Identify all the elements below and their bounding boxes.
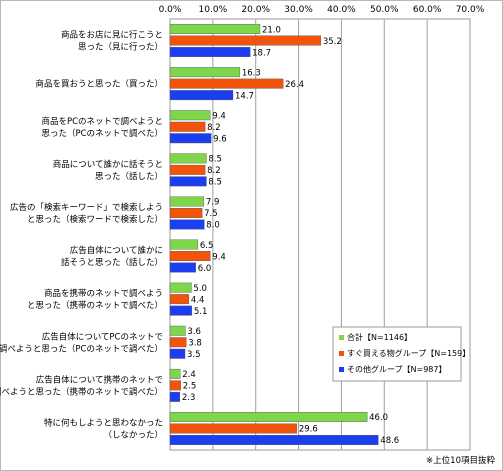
- bar: [169, 239, 199, 250]
- bar: [169, 294, 190, 305]
- legend-label-quick: すぐ買える物グループ【N=159】: [347, 348, 470, 358]
- bar: [169, 24, 261, 34]
- x-tick-label: 60.0%: [413, 5, 442, 15]
- legend: 合計【N=1146】 すぐ買える物グループ【N=159】 その他グループ【N=9…: [332, 326, 470, 382]
- data-label: 5.0: [193, 284, 207, 294]
- bar: [169, 325, 186, 336]
- bar: [169, 133, 212, 144]
- bar: [169, 262, 196, 273]
- x-tick-label: 30.0%: [284, 5, 313, 15]
- data-label: 29.6: [299, 425, 318, 435]
- bar: [169, 412, 368, 422]
- legend-box: [332, 326, 462, 382]
- category-label: 商品をお店に見に行こうと: [61, 30, 163, 41]
- bar: [169, 207, 203, 218]
- bar: [169, 423, 298, 434]
- category-label: 商品について誰かに話そうと: [53, 159, 163, 170]
- x-tick-label: 0.0%: [159, 5, 182, 15]
- bar: [169, 90, 234, 101]
- data-label: 5.1: [194, 307, 208, 317]
- category-label: 商品をPCのネットで調べようと: [41, 116, 163, 127]
- category-label: 広告自体についてPCのネットで: [42, 331, 163, 342]
- bar: [169, 348, 186, 359]
- category-label: 思った（見に行った）: [78, 42, 163, 53]
- data-label: 8.5: [208, 178, 222, 188]
- data-label: 6.0: [198, 264, 212, 274]
- legend-label-total: 合計【N=1146】: [347, 332, 412, 342]
- data-label: 3.6: [187, 327, 201, 337]
- bar: [169, 164, 206, 175]
- bar: [169, 305, 193, 316]
- category-label: 特に何もしようと思わなかった: [44, 417, 163, 428]
- category-label: と思った（検索ワードで検索した）: [27, 214, 163, 225]
- data-label: 8.5: [208, 155, 222, 165]
- bar: [169, 219, 205, 230]
- bar: [169, 282, 192, 293]
- bar: [169, 78, 284, 89]
- data-label: 7.5: [204, 209, 218, 219]
- data-label: 9.4: [212, 252, 226, 262]
- bar: [169, 35, 322, 46]
- bar: [169, 47, 251, 57]
- bar: [169, 337, 187, 348]
- data-label: 8.2: [207, 166, 221, 176]
- category-label: （しなかった）: [103, 429, 163, 440]
- data-label: 3.8: [188, 339, 202, 349]
- data-label: 9.4: [212, 112, 226, 122]
- bar: [169, 67, 241, 78]
- bar: [169, 196, 205, 207]
- x-tick-label: 40.0%: [327, 5, 356, 15]
- bar: [169, 121, 206, 132]
- data-label: 14.7: [235, 91, 254, 101]
- x-tick-label: 50.0%: [370, 5, 399, 15]
- x-tick-label: 20.0%: [241, 5, 270, 15]
- legend-swatch-quick: [339, 351, 344, 356]
- bar: [169, 391, 181, 402]
- data-label: 8.0: [206, 221, 220, 231]
- legend-label-other: その他グループ【N=987】: [347, 364, 446, 374]
- bar: [169, 368, 181, 379]
- data-label: 16.3: [242, 68, 261, 78]
- category-label: 調べようと思った（PCのネットで調べた）: [0, 343, 163, 354]
- data-label: 2.3: [182, 393, 196, 403]
- category-label: 思った（PCのネットで調べた）: [41, 128, 163, 139]
- data-label: 18.7: [252, 48, 271, 58]
- bar: [169, 110, 211, 121]
- data-label: 2.4: [182, 370, 196, 380]
- x-tick-label: 70.0%: [456, 5, 485, 15]
- data-label: 4.4: [191, 295, 205, 305]
- data-label: 48.6: [380, 436, 399, 446]
- bar: [169, 176, 207, 187]
- legend-swatch-other: [339, 367, 344, 372]
- category-label: 広告自体について携帯のネットで: [36, 374, 163, 385]
- data-label: 35.2: [323, 37, 342, 47]
- x-tick-label: 10.0%: [199, 5, 228, 15]
- data-label: 21.0: [262, 25, 281, 35]
- data-label: 2.5: [183, 382, 197, 392]
- bar: [169, 251, 211, 262]
- data-label: 8.2: [207, 123, 221, 133]
- category-label: 調べようと思った（携帯のネットで調べた）: [0, 386, 163, 397]
- data-label: 26.4: [285, 80, 304, 90]
- category-label: 商品を携帯のネットで調べよう: [44, 288, 163, 299]
- category-label: 広告自体について誰かに: [70, 245, 163, 256]
- bar: [169, 435, 379, 445]
- data-label: 46.0: [369, 413, 388, 423]
- data-label: 3.5: [187, 350, 201, 360]
- data-label: 6.5: [200, 241, 214, 251]
- footnote: ※上位10項目抜粋: [426, 455, 495, 466]
- category-label: 思った（話した）: [95, 171, 163, 182]
- bar: [169, 153, 207, 164]
- category-label: 話そうと思った（話した）: [61, 257, 163, 268]
- category-label: 商品を買おうと思った（買った）: [35, 79, 163, 90]
- legend-swatch-total: [339, 335, 344, 340]
- data-label: 7.9: [206, 198, 220, 208]
- bar: [169, 380, 181, 391]
- data-label: 9.6: [213, 135, 227, 145]
- category-label: 広告の「検索キーワード」で検索しよう: [10, 202, 163, 213]
- category-label: と思った（携帯のネットで調べた）: [27, 300, 163, 311]
